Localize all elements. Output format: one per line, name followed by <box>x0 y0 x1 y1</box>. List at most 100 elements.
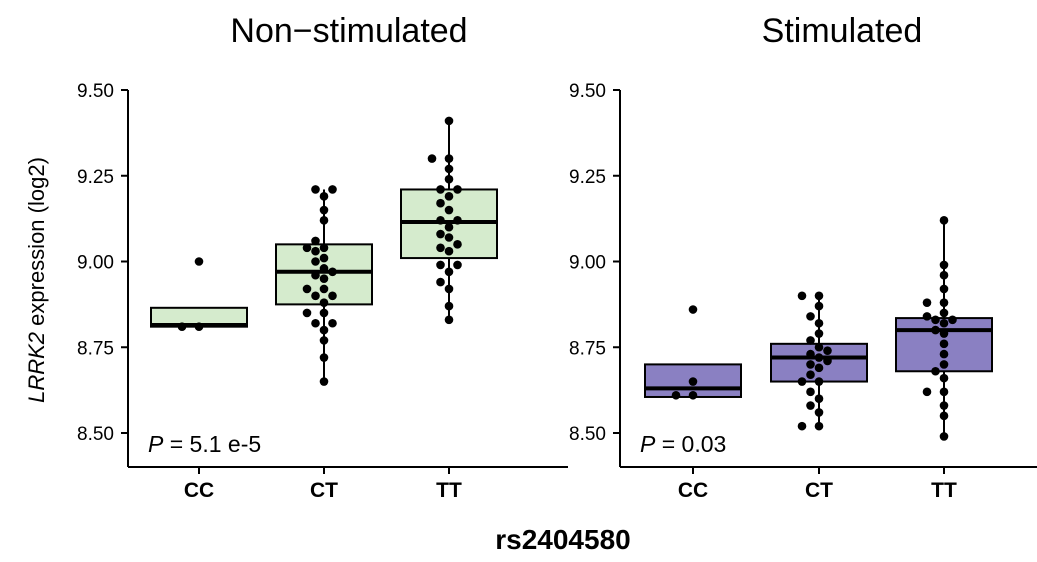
data-point <box>453 185 462 194</box>
data-point <box>797 291 807 301</box>
data-point <box>427 154 437 163</box>
data-point <box>328 291 337 301</box>
data-point <box>319 216 329 225</box>
data-point <box>939 339 949 349</box>
data-point <box>444 301 454 311</box>
data-point <box>311 270 320 280</box>
data-point <box>814 377 824 386</box>
x-tick-label: CT <box>310 479 338 502</box>
data-point <box>436 243 445 253</box>
p-value-label: P = 0.03 <box>640 431 726 457</box>
p-value: = 0.03 <box>655 431 726 457</box>
data-point <box>194 322 204 331</box>
data-point <box>806 387 815 397</box>
data-point <box>806 401 815 410</box>
data-point <box>436 229 445 239</box>
p-value: = 5.1 e-5 <box>163 431 261 457</box>
y-tick-label: 8.50 <box>569 424 606 445</box>
data-point <box>311 291 320 301</box>
data-point <box>823 346 832 355</box>
data-point <box>444 246 454 256</box>
panel-title: Non−stimulated <box>230 12 467 50</box>
data-point <box>444 315 454 325</box>
data-point <box>319 298 329 307</box>
y-axis-label: LRRK2 expression (log2) <box>24 157 49 403</box>
data-point <box>688 305 698 314</box>
y-tick-label: 9.00 <box>77 253 114 274</box>
y-tick-label: 8.50 <box>77 424 114 445</box>
data-point <box>688 377 698 386</box>
data-point <box>939 411 949 421</box>
data-point <box>436 277 445 287</box>
data-point <box>319 192 329 201</box>
data-point <box>671 390 681 400</box>
data-point <box>922 298 932 307</box>
y-axis-label-text: expression (log2) <box>24 157 49 332</box>
data-point <box>436 185 445 194</box>
data-point <box>302 284 312 294</box>
data-point <box>922 387 932 397</box>
data-point <box>444 192 454 201</box>
data-point <box>319 284 329 294</box>
data-point <box>453 260 462 270</box>
data-point <box>444 205 454 215</box>
data-point <box>939 432 949 441</box>
data-point <box>328 267 337 277</box>
data-point <box>328 185 337 194</box>
data-point <box>806 336 815 345</box>
data-point <box>922 312 932 321</box>
data-point <box>948 315 957 325</box>
data-point <box>319 264 329 273</box>
data-point <box>939 284 949 294</box>
data-point <box>814 421 824 431</box>
data-point <box>806 349 815 359</box>
y-tick-label: 9.25 <box>569 167 606 188</box>
data-point <box>931 315 940 325</box>
data-point <box>797 377 807 386</box>
data-point <box>436 260 445 270</box>
data-point <box>939 401 949 410</box>
x-axis-label: rs2404580 <box>495 524 630 555</box>
data-point <box>444 116 454 126</box>
data-point <box>311 246 320 256</box>
data-point <box>939 216 949 225</box>
x-tick-label: CC <box>678 479 708 502</box>
data-point <box>319 308 329 318</box>
data-point <box>814 291 824 301</box>
data-point <box>436 198 445 208</box>
data-point <box>806 312 815 321</box>
data-point <box>814 353 824 362</box>
data-point <box>319 325 329 335</box>
y-tick-label: 9.50 <box>77 81 114 102</box>
data-point <box>311 257 320 266</box>
data-point <box>688 390 698 400</box>
data-point <box>319 243 329 253</box>
y-tick-label: 8.75 <box>77 338 114 359</box>
data-point <box>931 366 940 376</box>
data-point <box>806 370 815 379</box>
data-point <box>302 308 312 318</box>
data-point <box>311 318 320 328</box>
data-point <box>814 318 824 328</box>
data-point <box>328 318 337 328</box>
data-point <box>319 205 329 215</box>
data-point <box>444 267 454 277</box>
data-point <box>436 216 445 225</box>
p-value-label: P = 5.1 e-5 <box>148 431 261 457</box>
y-axis-label-gene: LRRK2 <box>24 332 49 403</box>
data-point <box>444 284 454 294</box>
data-point <box>444 164 454 174</box>
data-point <box>814 408 824 417</box>
panel-stimulated: Stimulated 8.50 8.75 9.00 9.25 9.50 CC CT TT P =… <box>569 12 1037 502</box>
data-point <box>939 308 949 318</box>
data-point <box>797 421 807 431</box>
data-point <box>939 387 949 397</box>
data-point <box>453 240 462 249</box>
data-point <box>444 174 454 184</box>
data-point <box>939 270 949 280</box>
p-symbol: P <box>640 431 656 457</box>
data-point <box>814 363 824 373</box>
data-point <box>444 233 454 242</box>
data-point <box>939 298 949 307</box>
